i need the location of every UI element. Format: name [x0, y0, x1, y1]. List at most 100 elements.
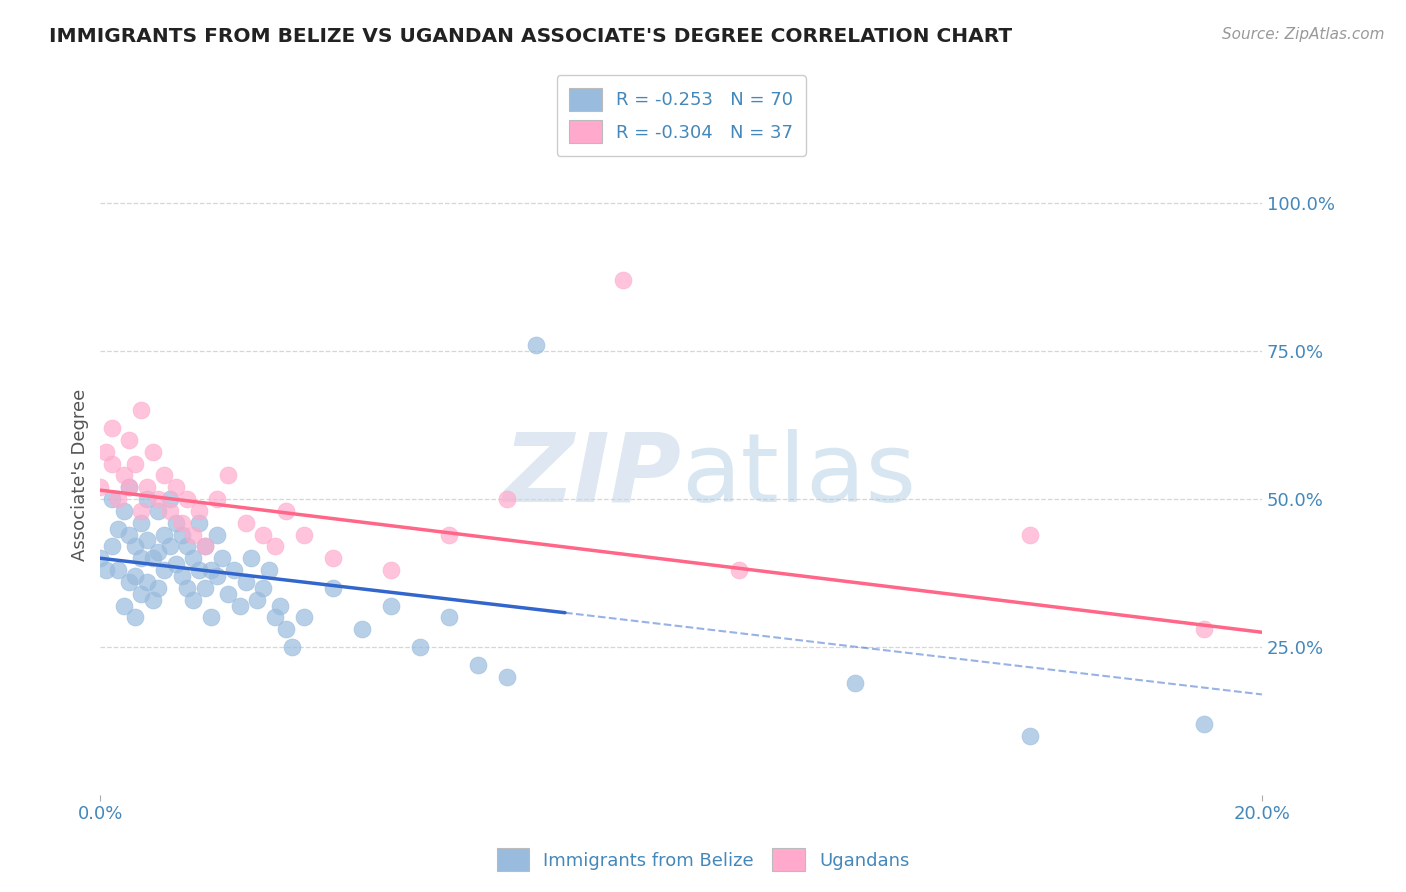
Point	[124, 610, 146, 624]
Point	[159, 504, 181, 518]
Point	[844, 675, 866, 690]
Point	[380, 563, 402, 577]
Point	[240, 551, 263, 566]
Point	[170, 516, 193, 530]
Point	[135, 533, 157, 548]
Text: atlas: atlas	[681, 429, 917, 522]
Point	[107, 491, 129, 506]
Point	[124, 569, 146, 583]
Point	[728, 563, 751, 577]
Point	[194, 581, 217, 595]
Point	[101, 457, 124, 471]
Point	[409, 640, 432, 654]
Point	[524, 338, 547, 352]
Point	[153, 527, 176, 541]
Point	[112, 599, 135, 613]
Point	[96, 444, 118, 458]
Point	[159, 491, 181, 506]
Point	[142, 551, 165, 566]
Point	[165, 516, 187, 530]
Point	[188, 563, 211, 577]
Point	[181, 551, 204, 566]
Point	[211, 551, 233, 566]
Point	[222, 563, 245, 577]
Point	[235, 516, 257, 530]
Point	[263, 610, 285, 624]
Text: ZIP: ZIP	[503, 429, 681, 522]
Point	[269, 599, 291, 613]
Point	[200, 610, 222, 624]
Point	[292, 527, 315, 541]
Point	[200, 563, 222, 577]
Point	[153, 563, 176, 577]
Point	[135, 491, 157, 506]
Point	[118, 574, 141, 589]
Point	[437, 527, 460, 541]
Point	[124, 457, 146, 471]
Point	[101, 540, 124, 554]
Point	[252, 581, 274, 595]
Point	[118, 480, 141, 494]
Point	[112, 504, 135, 518]
Point	[124, 540, 146, 554]
Point	[101, 421, 124, 435]
Point	[148, 491, 170, 506]
Point	[148, 545, 170, 559]
Point	[276, 622, 298, 636]
Point	[170, 569, 193, 583]
Point	[135, 574, 157, 589]
Point	[276, 504, 298, 518]
Y-axis label: Associate's Degree: Associate's Degree	[72, 389, 89, 561]
Point	[96, 563, 118, 577]
Text: Source: ZipAtlas.com: Source: ZipAtlas.com	[1222, 27, 1385, 42]
Point	[281, 640, 304, 654]
Point	[129, 403, 152, 417]
Point	[89, 551, 111, 566]
Point	[165, 557, 187, 571]
Point	[322, 551, 344, 566]
Point	[165, 480, 187, 494]
Point	[170, 527, 193, 541]
Point	[1192, 622, 1215, 636]
Point	[112, 468, 135, 483]
Point	[612, 273, 634, 287]
Point	[235, 574, 257, 589]
Point	[176, 581, 198, 595]
Point	[496, 491, 519, 506]
Point	[1018, 729, 1040, 743]
Point	[118, 433, 141, 447]
Point	[496, 670, 519, 684]
Point	[257, 563, 280, 577]
Point	[380, 599, 402, 613]
Point	[194, 540, 217, 554]
Point	[118, 480, 141, 494]
Point	[142, 592, 165, 607]
Point	[188, 504, 211, 518]
Point	[1018, 527, 1040, 541]
Point	[252, 527, 274, 541]
Point	[194, 540, 217, 554]
Point	[101, 491, 124, 506]
Point	[129, 551, 152, 566]
Point	[181, 527, 204, 541]
Point	[205, 491, 228, 506]
Point	[148, 581, 170, 595]
Point	[176, 491, 198, 506]
Legend: R = -0.253   N = 70, R = -0.304   N = 37: R = -0.253 N = 70, R = -0.304 N = 37	[557, 75, 806, 156]
Point	[229, 599, 252, 613]
Point	[135, 480, 157, 494]
Point	[129, 504, 152, 518]
Point	[322, 581, 344, 595]
Legend: Immigrants from Belize, Ugandans: Immigrants from Belize, Ugandans	[489, 841, 917, 879]
Point	[246, 592, 269, 607]
Point	[205, 569, 228, 583]
Point	[1192, 717, 1215, 731]
Point	[263, 540, 285, 554]
Point	[148, 504, 170, 518]
Point	[467, 657, 489, 672]
Point	[89, 480, 111, 494]
Point	[107, 563, 129, 577]
Point	[176, 540, 198, 554]
Point	[153, 468, 176, 483]
Point	[217, 587, 239, 601]
